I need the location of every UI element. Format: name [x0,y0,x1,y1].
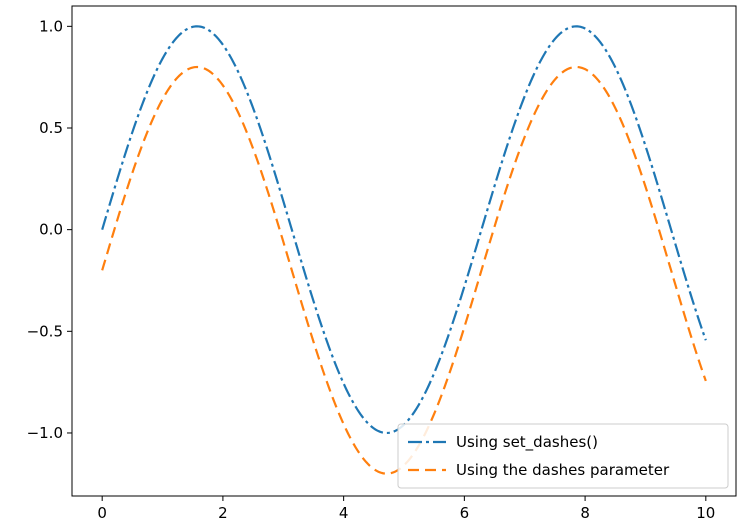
x-tick-label: 6 [460,504,470,522]
legend: Using set_dashes() Using the dashes param… [397,423,729,489]
legend-box [397,423,729,489]
series-line-2 [101,65,707,475]
y-tick-label: 0.0 [39,221,63,239]
y-tick-label: −1.0 [27,424,63,442]
y-tick-label: 0.5 [39,119,63,137]
plot-area [72,6,736,496]
x-tick-label: 8 [580,504,590,522]
legend-label-2: Using the dashes parameter [456,461,670,479]
y-tick-label: −0.5 [27,322,63,340]
axes-frame [71,5,737,497]
x-tick-label: 4 [339,504,349,522]
x-tick-label: 2 [218,504,228,522]
x-tick-label: 10 [696,504,715,522]
x-tick-label: 0 [97,504,107,522]
axes-group: 0 2 4 6 8 10 1.0 0.5 0.0 −0.5 −1.0 [27,5,737,522]
y-tick-label: 1.0 [39,17,63,35]
legend-label-1: Using set_dashes() [456,433,598,452]
